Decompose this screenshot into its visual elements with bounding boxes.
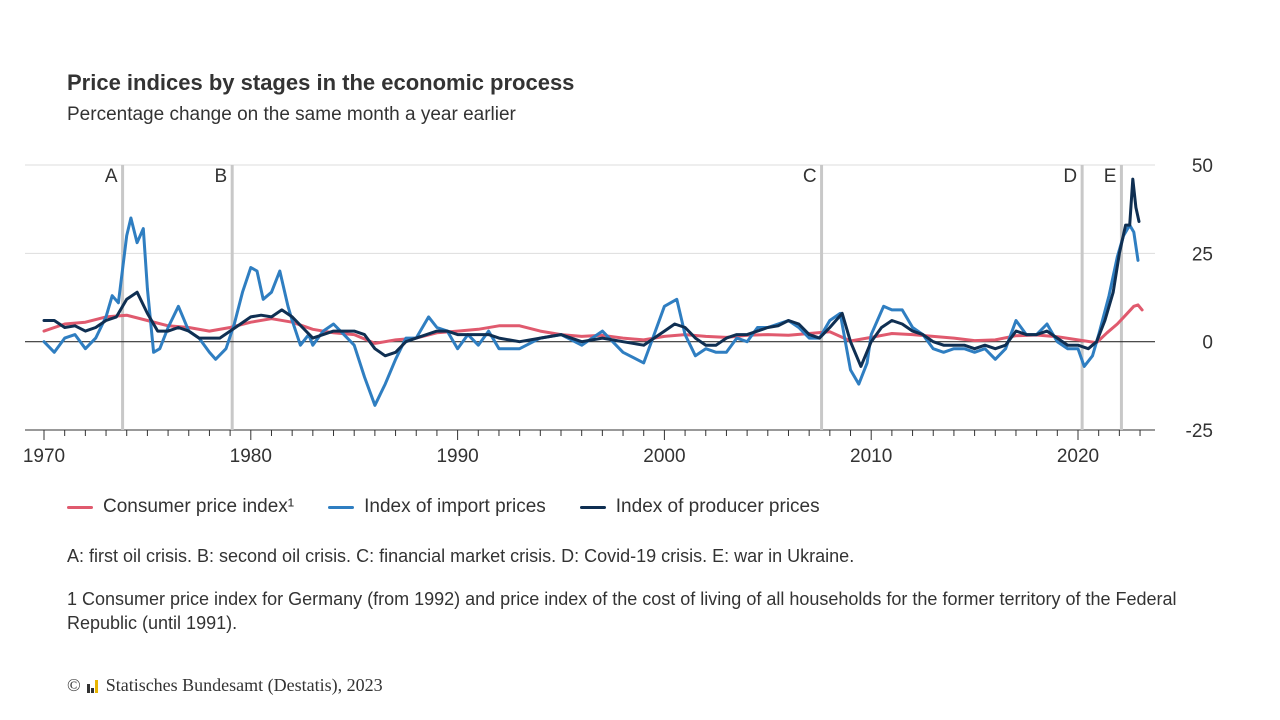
y-tick-label: -25 bbox=[1186, 421, 1213, 442]
destatis-logo-icon bbox=[86, 679, 98, 693]
legend: Consumer price index¹ Index of import pr… bbox=[67, 496, 820, 518]
x-tick-label: 2000 bbox=[643, 446, 685, 467]
legend-item-consumer: Consumer price index¹ bbox=[67, 496, 294, 518]
chart-title: Price indices by stages in the economic … bbox=[67, 70, 575, 95]
line-chart: -25 0 25 50 A B C D E 1970 1980 1990 2000 2010 2020 bbox=[23, 156, 1213, 467]
copyright-symbol: © bbox=[67, 675, 81, 695]
x-tick-label: 2020 bbox=[1057, 446, 1099, 467]
x-tick-label: 1980 bbox=[230, 446, 272, 467]
x-tick-label: 1990 bbox=[436, 446, 478, 467]
event-note: A: first oil crisis. B: second oil crisi… bbox=[67, 546, 855, 566]
legend-label-consumer: Consumer price index¹ bbox=[103, 496, 295, 517]
event-label-E: E bbox=[1104, 166, 1117, 187]
x-tick-label: 2010 bbox=[850, 446, 892, 467]
chart-subtitle: Percentage change on the same month a ye… bbox=[67, 104, 516, 125]
footnote: 1 Consumer price index for Germany (from… bbox=[67, 589, 1177, 633]
legend-swatch-producer bbox=[579, 505, 606, 509]
series-line-import bbox=[42, 216, 1140, 407]
source-line: © Statisches Bundesamt (Destatis), 2023 bbox=[67, 675, 383, 696]
series-line-producer bbox=[42, 177, 1141, 368]
x-tick-label: 1970 bbox=[23, 446, 65, 467]
legend-item-import: Index of import prices bbox=[328, 496, 546, 518]
legend-swatch-import bbox=[328, 505, 355, 509]
event-label-D: D bbox=[1063, 166, 1077, 187]
event-label-A: A bbox=[105, 166, 118, 187]
legend-swatch-consumer bbox=[67, 505, 93, 509]
y-tick-label: 0 bbox=[1202, 333, 1213, 354]
source-text: Statisches Bundesamt (Destatis), 2023 bbox=[105, 675, 383, 695]
legend-item-producer: Index of producer prices bbox=[579, 496, 820, 518]
legend-label-import: Index of import prices bbox=[364, 496, 546, 517]
y-tick-label: 25 bbox=[1192, 244, 1213, 265]
event-label-B: B bbox=[215, 166, 228, 187]
y-tick-label: 50 bbox=[1192, 156, 1213, 177]
event-label-C: C bbox=[803, 166, 817, 187]
legend-label-producer: Index of producer prices bbox=[615, 496, 820, 517]
